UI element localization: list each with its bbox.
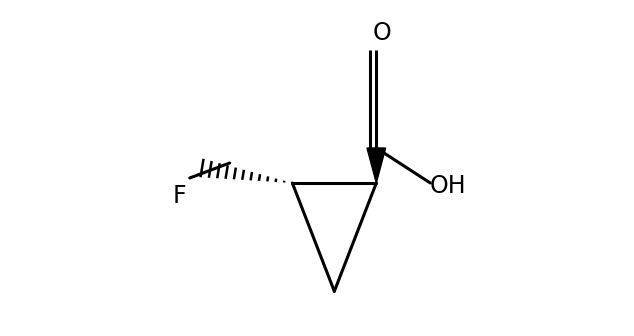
Polygon shape bbox=[367, 148, 385, 183]
Text: F: F bbox=[173, 184, 186, 208]
Text: O: O bbox=[373, 21, 391, 45]
Text: OH: OH bbox=[429, 174, 466, 198]
